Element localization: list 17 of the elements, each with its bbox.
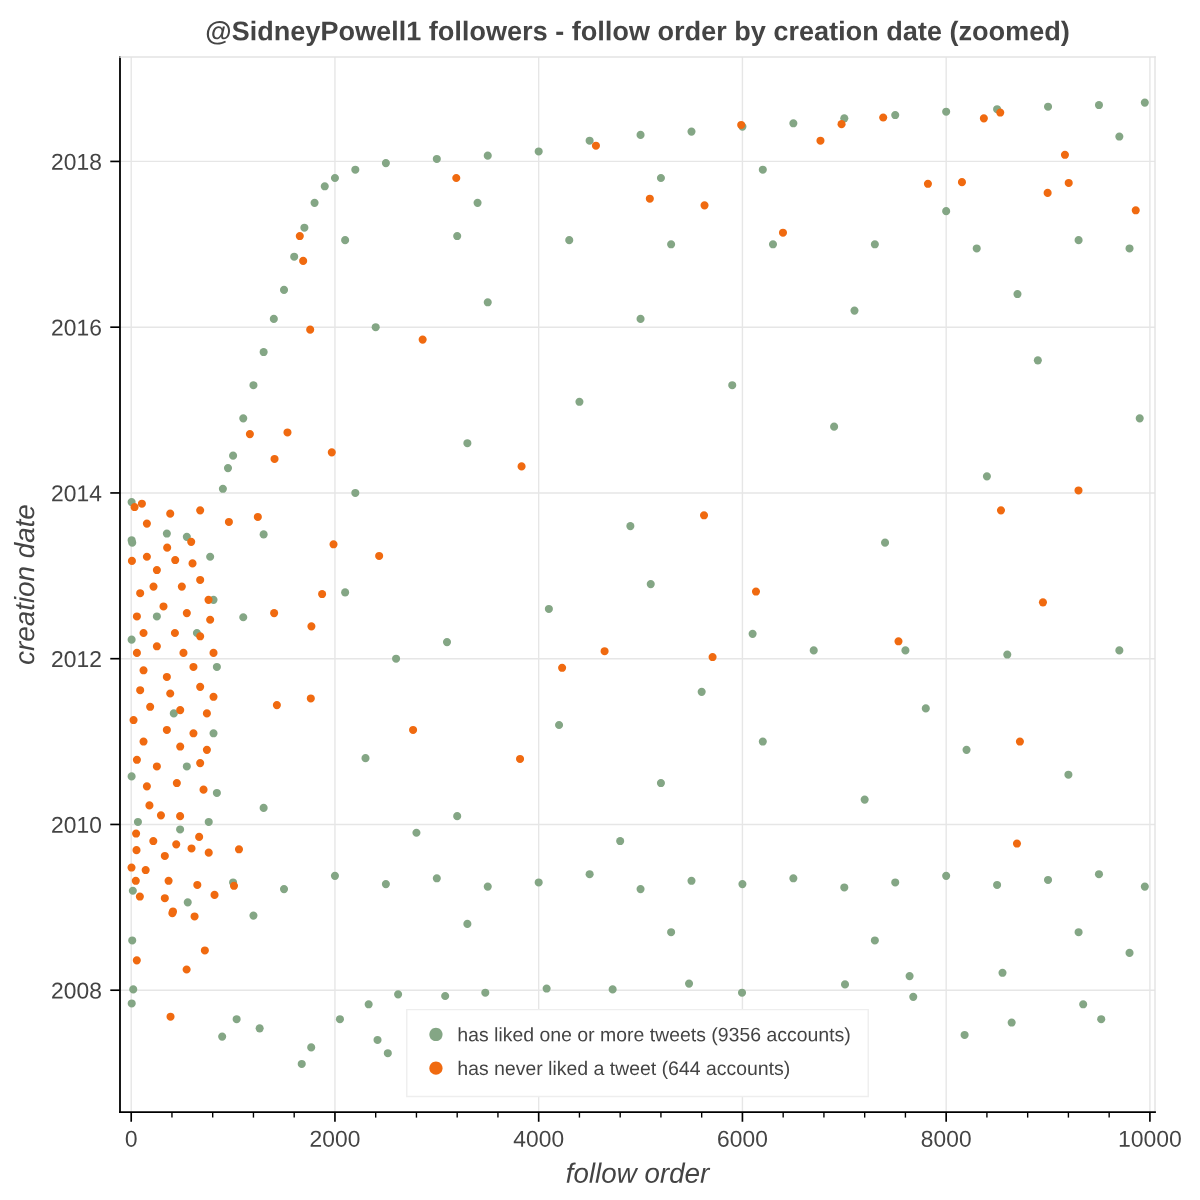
y-tick-label: 2008 — [52, 982, 101, 999]
x-axis-title: follow order — [566, 1162, 711, 1183]
x-tick-label: 0 — [125, 1130, 137, 1147]
x-tick-label: 2000 — [310, 1130, 360, 1147]
y-tick-label: 2018 — [52, 153, 101, 170]
x-tick-label: 6000 — [718, 1130, 768, 1147]
legend-label: has liked one or more tweets (9356 accounts) — [458, 1027, 850, 1046]
y-axis-title: creation date — [13, 505, 35, 664]
x-tick-label: 8000 — [921, 1130, 971, 1147]
y-tick-label: 2016 — [52, 319, 101, 336]
x-tick-label: 10000 — [1119, 1130, 1181, 1147]
y-tick-label: 2012 — [52, 651, 101, 668]
x-tick-label: 4000 — [513, 1130, 564, 1147]
chart-title: @SidneyPowell1 followers - follow order by creation date (zoomed) — [206, 20, 1069, 46]
y-tick-label: 2014 — [52, 485, 102, 502]
y-tick-label: 2010 — [52, 816, 102, 833]
legend-label: has never liked a tweet (644 accounts) — [458, 1060, 790, 1079]
